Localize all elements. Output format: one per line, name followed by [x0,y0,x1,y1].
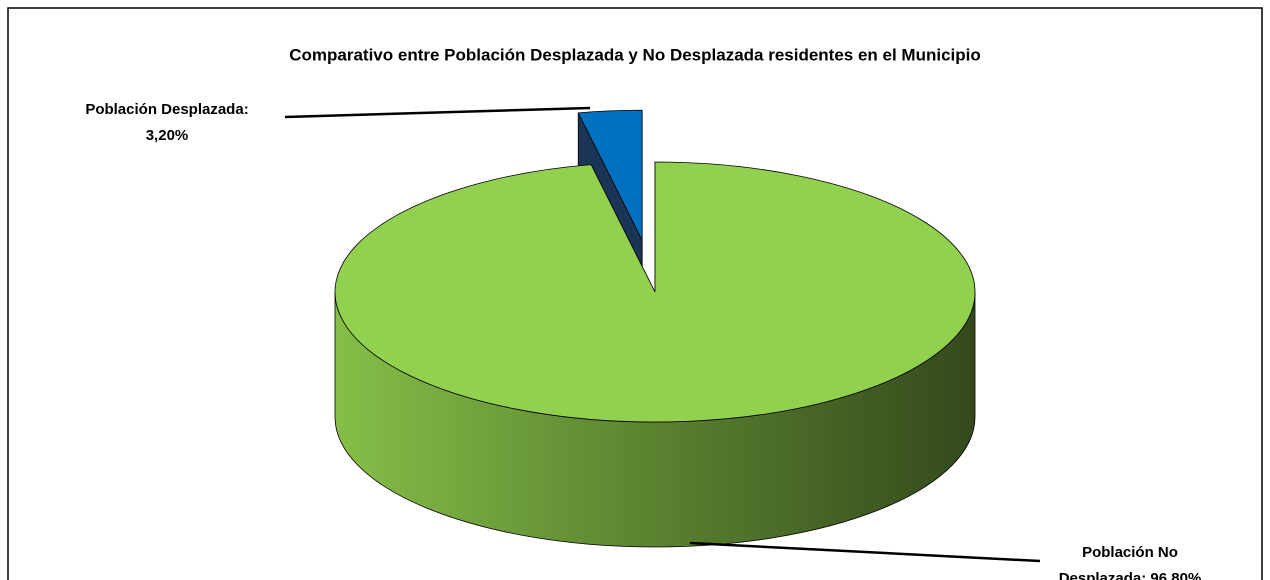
leader-line [284,106,591,119]
data-label: Población Desplazada: 3,20% [85,101,249,144]
slice-top [577,109,643,241]
slice-top [334,161,976,423]
chart-border [7,7,1263,580]
leader-line [689,541,1041,563]
data-label: Población No Desplazada: 96,80% [1058,544,1202,580]
chart-title: Comparativo entre Población Desplazada y… [289,45,981,64]
